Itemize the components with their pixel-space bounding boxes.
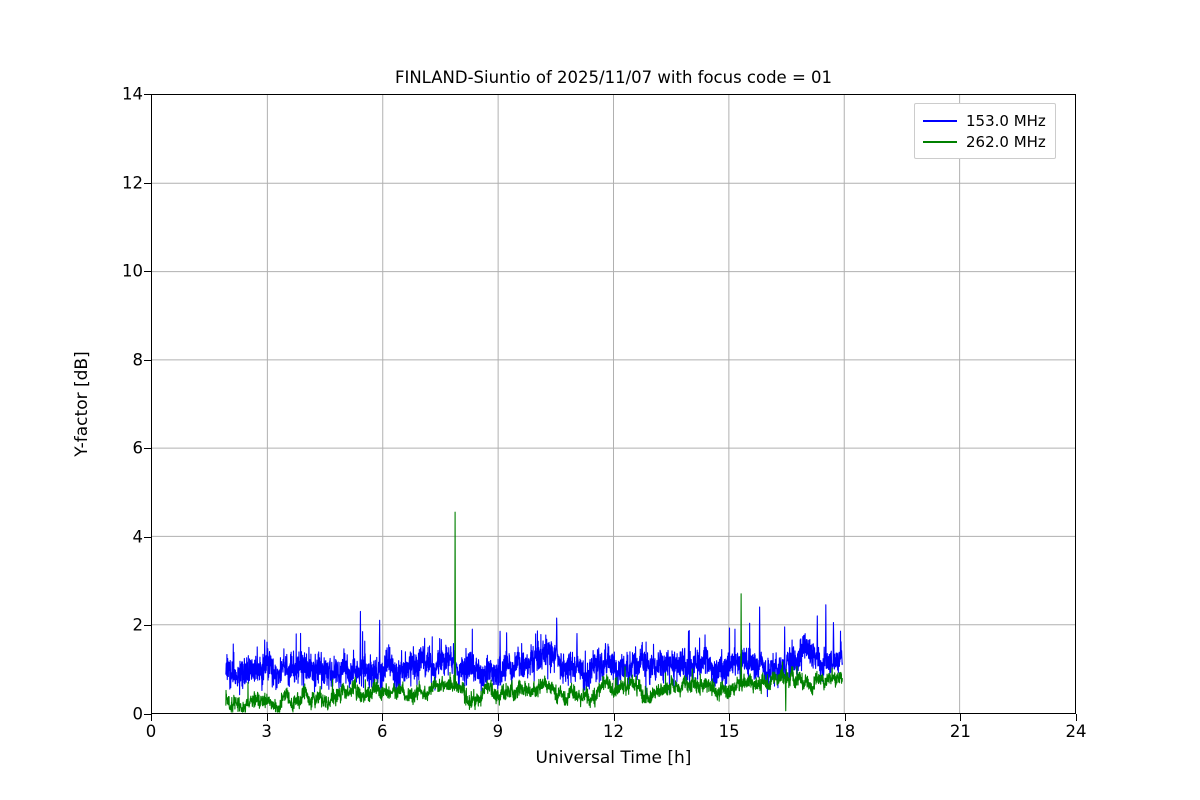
- y-tick-label: 4: [132, 527, 144, 547]
- legend-entry: 153.0 MHz: [923, 110, 1046, 131]
- x-tick-mark: [382, 714, 384, 721]
- y-tick-label: 14: [122, 84, 143, 104]
- x-tick-label: 21: [949, 722, 971, 741]
- y-tick-label: 6: [132, 438, 144, 458]
- x-tick-mark: [729, 714, 731, 721]
- y-tick-label: 2: [132, 615, 144, 635]
- x-tick-label: 15: [718, 722, 740, 741]
- x-tick-label: 3: [261, 722, 272, 741]
- legend-line-swatch-262: [923, 140, 957, 143]
- y-tick-mark: [144, 94, 151, 95]
- legend-entry: 262.0 MHz: [923, 131, 1046, 152]
- legend: 153.0 MHz 262.0 MHz: [914, 103, 1056, 159]
- x-tick-label: 0: [145, 722, 157, 741]
- y-tick-mark: [144, 625, 151, 627]
- plot-area: [151, 94, 1076, 714]
- legend-line-swatch-153: [923, 119, 957, 122]
- x-axis-tick-labels: 0 3 6 9 12 15 18 21 24: [146, 722, 1087, 746]
- x-tick-mark: [266, 714, 268, 721]
- data-trace-153-0-mhz: [225, 604, 843, 698]
- x-tick-label: 6: [377, 722, 388, 741]
- y-tick-mark: [144, 271, 151, 273]
- y-tick-label: 12: [122, 173, 143, 193]
- legend-label-153: 153.0 MHz: [966, 111, 1046, 130]
- x-axis-label: Universal Time [h]: [535, 748, 692, 768]
- y-tick-label: 10: [122, 261, 143, 281]
- x-tick-mark: [497, 714, 499, 721]
- x-tick-label: 12: [603, 722, 624, 741]
- y-tick-mark: [144, 448, 151, 450]
- x-tick-label: 9: [492, 722, 504, 741]
- data-traces-layer: [225, 511, 843, 713]
- chart-title: FINLAND-Siuntio of 2025/11/07 with focus…: [394, 68, 833, 87]
- grid-layer: [152, 95, 1075, 713]
- x-tick-label: 18: [834, 722, 856, 741]
- y-axis-label: Y-factor [dB]: [72, 351, 92, 457]
- y-tick-label: 8: [132, 350, 144, 370]
- data-trace-262-0-mhz: [225, 511, 843, 713]
- x-tick-label: 24: [1065, 722, 1087, 741]
- x-tick-mark: [844, 714, 846, 721]
- y-tick-mark: [144, 359, 151, 361]
- y-tick-label: 0: [132, 704, 144, 724]
- x-tick-mark: [613, 714, 615, 721]
- y-tick-mark: [144, 182, 151, 184]
- y-tick-mark: [144, 536, 151, 538]
- x-tick-mark: [151, 714, 152, 721]
- y-tick-mark: [144, 714, 151, 715]
- x-tick-mark: [960, 714, 962, 721]
- y-axis-tick-labels: 0 2 4 6 8 10 12 14: [101, 85, 144, 724]
- x-tick-mark: [1076, 714, 1077, 721]
- legend-label-262: 262.0 MHz: [966, 132, 1046, 151]
